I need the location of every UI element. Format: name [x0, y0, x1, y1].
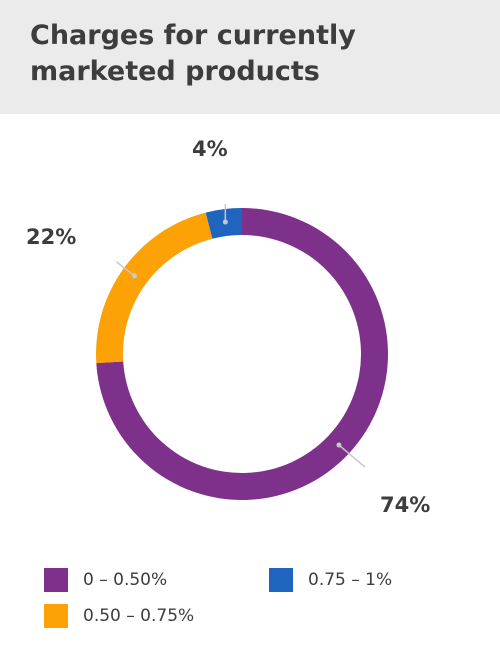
legend-item-050-075: 0.50 – 0.75%	[44, 603, 194, 629]
data-label-075-1: 4%	[192, 137, 228, 161]
legend-label-0-050: 0 – 0.50%	[83, 570, 168, 590]
leader-line-050-075	[115, 261, 135, 277]
legend-label-075-1: 0.75 – 1%	[308, 570, 393, 590]
legend-item-075-1: 0.75 – 1%	[269, 567, 392, 593]
legend-swatch-075-1	[269, 568, 293, 592]
chart-area: 74% 22% 4% 0 – 0.50% 0.75 – 1% 0.50 – 0.75…	[0, 114, 500, 650]
title-banner: Charges for currently marketed products	[0, 0, 500, 114]
chart-title: Charges for currently marketed products	[30, 20, 356, 87]
legend-swatch-050-075	[44, 604, 68, 628]
donut-slice-050-075	[96, 212, 213, 364]
data-label-050-075: 22%	[26, 225, 76, 249]
legend-item-0-050: 0 – 0.50%	[44, 567, 167, 593]
legend-label-050-075: 0.50 – 0.75%	[83, 606, 195, 626]
legend-swatch-0-050	[44, 568, 68, 592]
donut-chart: 74% 22% 4%	[26, 137, 430, 517]
leader-line-0-050	[338, 444, 366, 468]
data-label-0-050: 74%	[380, 493, 430, 517]
